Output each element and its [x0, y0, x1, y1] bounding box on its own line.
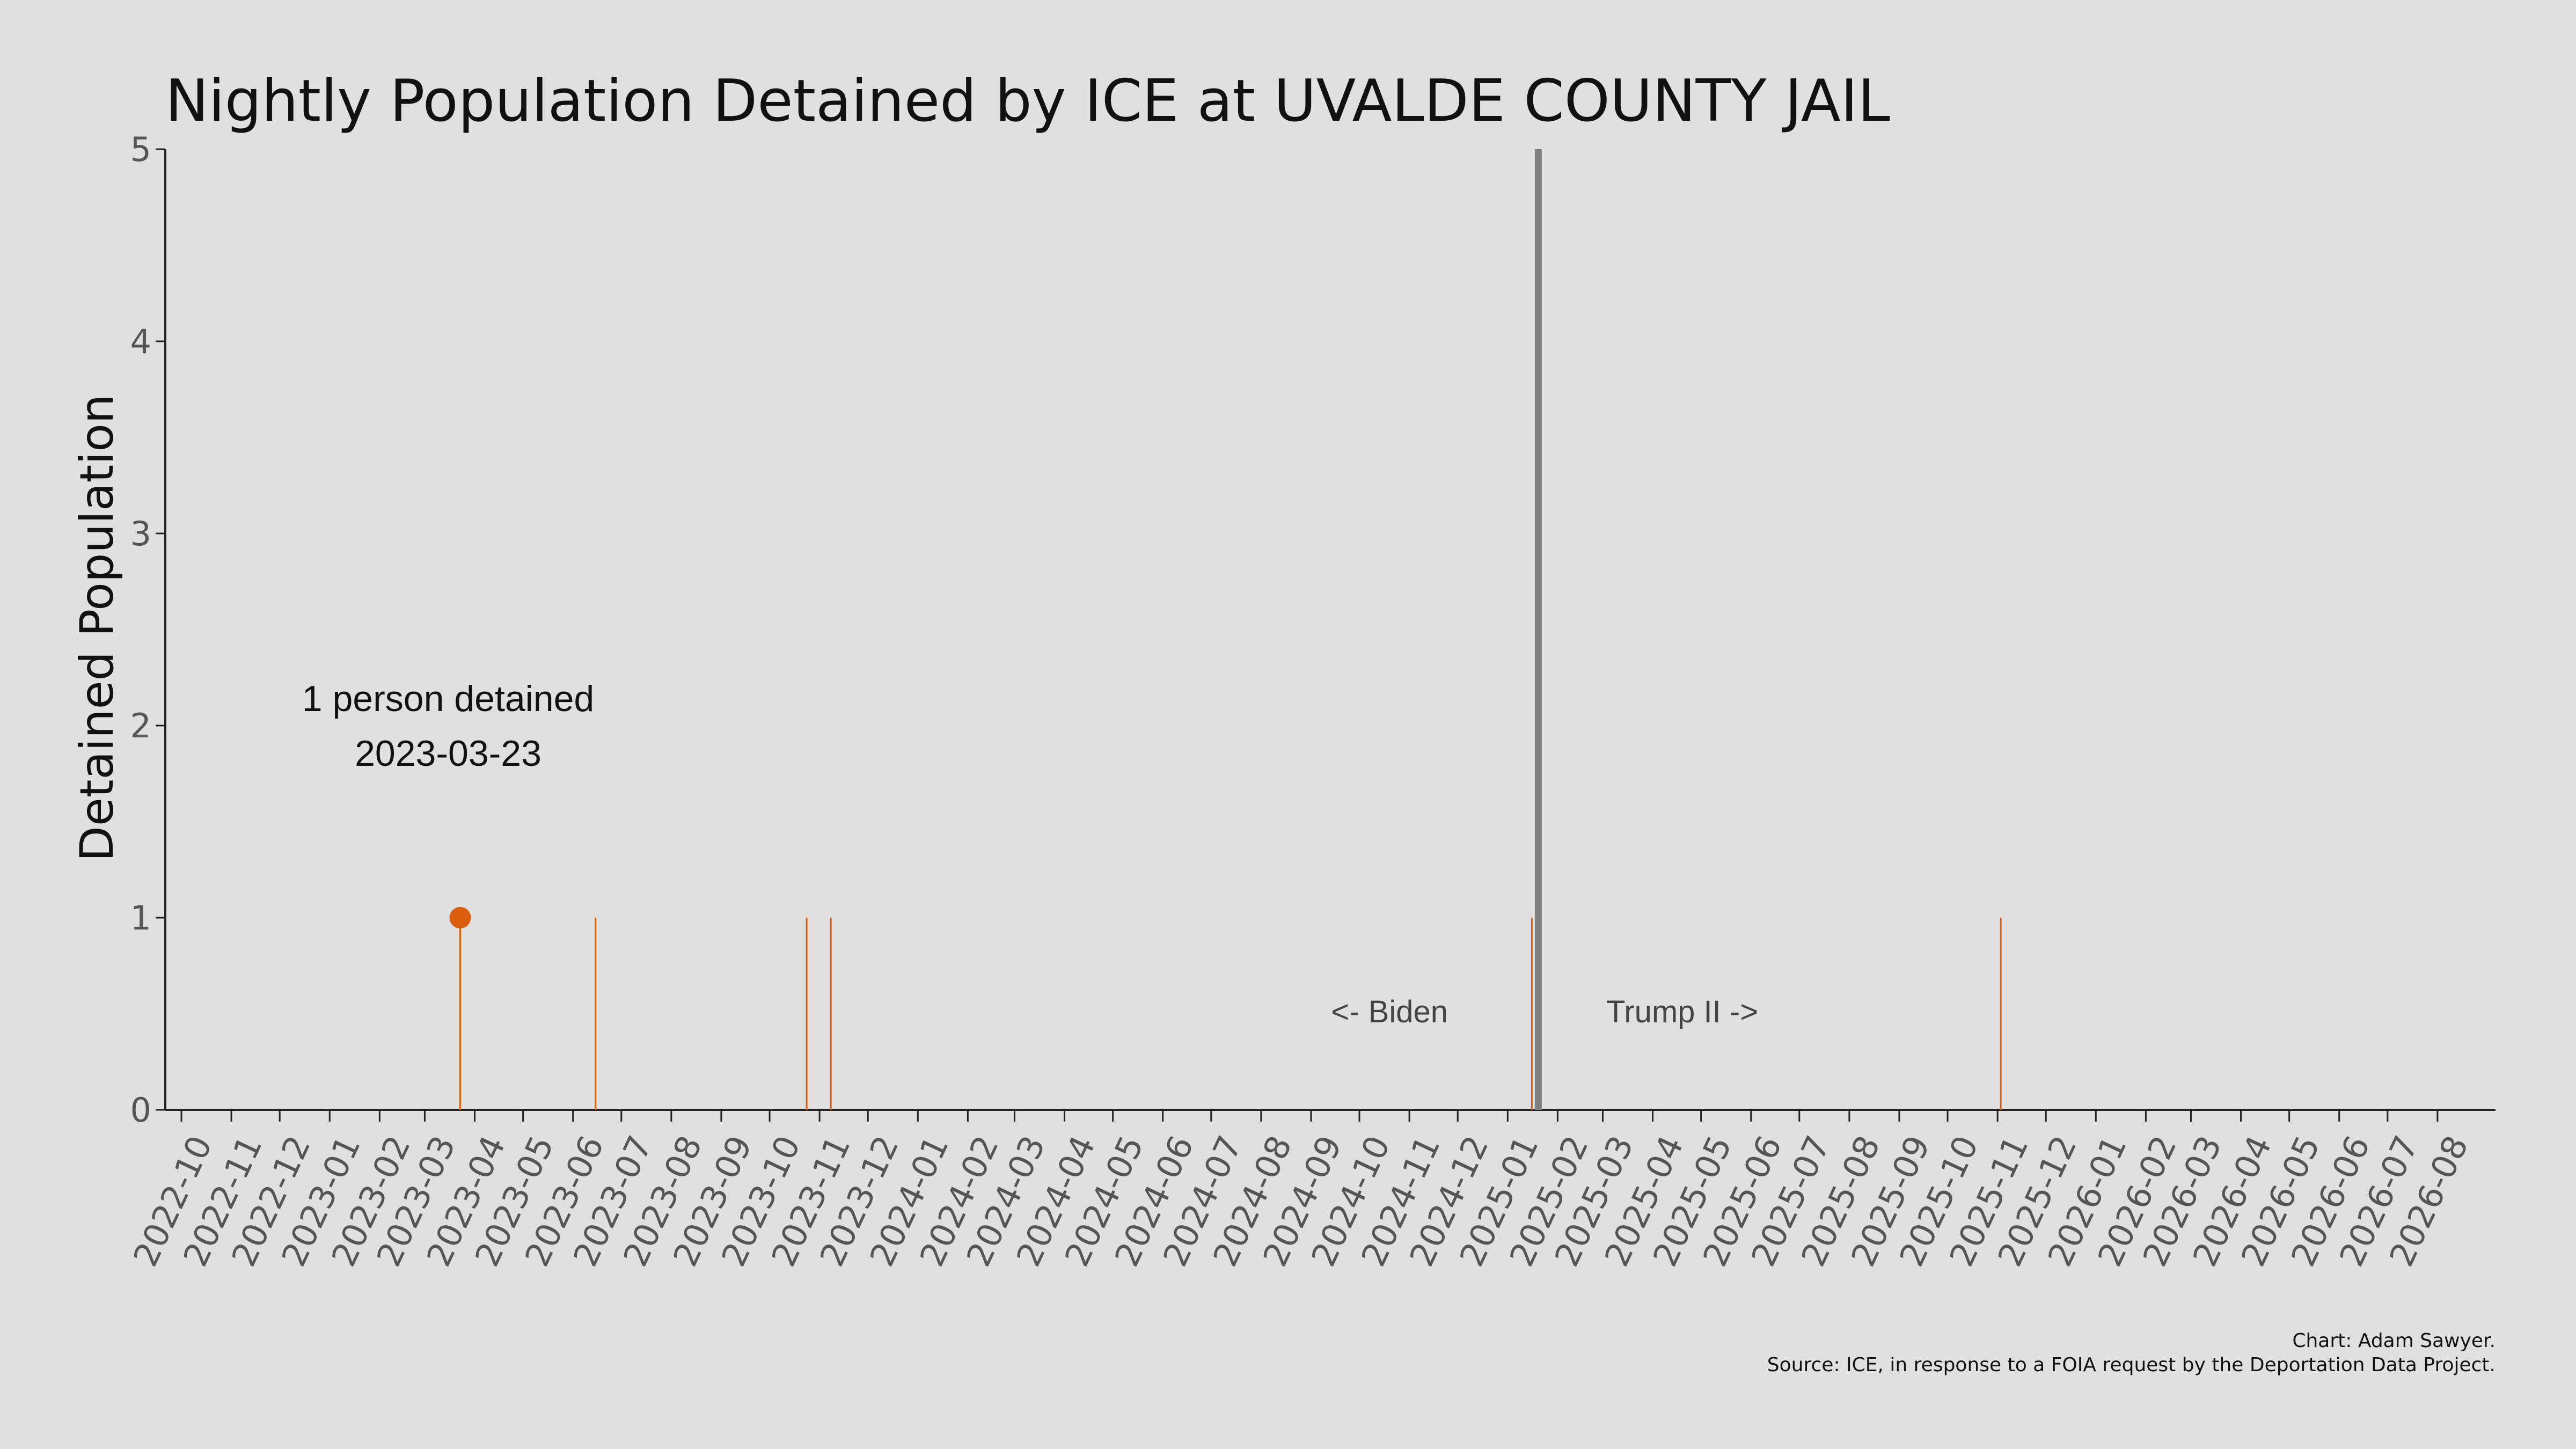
y-tick-label: 0	[130, 1091, 151, 1130]
y-axis-label: Detained Population	[70, 394, 124, 862]
era-label-biden: <- Biden	[1331, 994, 1448, 1029]
era-label-trump: Trump II ->	[1606, 994, 1758, 1029]
credit-source: Source: ICE, in response to a FOIA reque…	[1767, 1354, 2496, 1376]
y-tick-label: 5	[130, 130, 151, 169]
data-marks	[449, 907, 2002, 1110]
chart-title: Nightly Population Detained by ICE at UV…	[165, 68, 1890, 135]
annotation-line-2: 2023-03-23	[355, 733, 541, 774]
highlight-point	[449, 907, 471, 928]
y-tick-label: 2	[130, 706, 151, 745]
y-tick-label: 3	[130, 514, 151, 553]
y-tick-label: 1	[130, 898, 151, 938]
y-tick-label: 4	[130, 322, 151, 361]
annotation-group: 1 person detained 2023-03-23	[302, 678, 594, 774]
credit-author: Chart: Adam Sawyer.	[2292, 1330, 2496, 1352]
annotation-line-1: 1 person detained	[302, 678, 594, 719]
